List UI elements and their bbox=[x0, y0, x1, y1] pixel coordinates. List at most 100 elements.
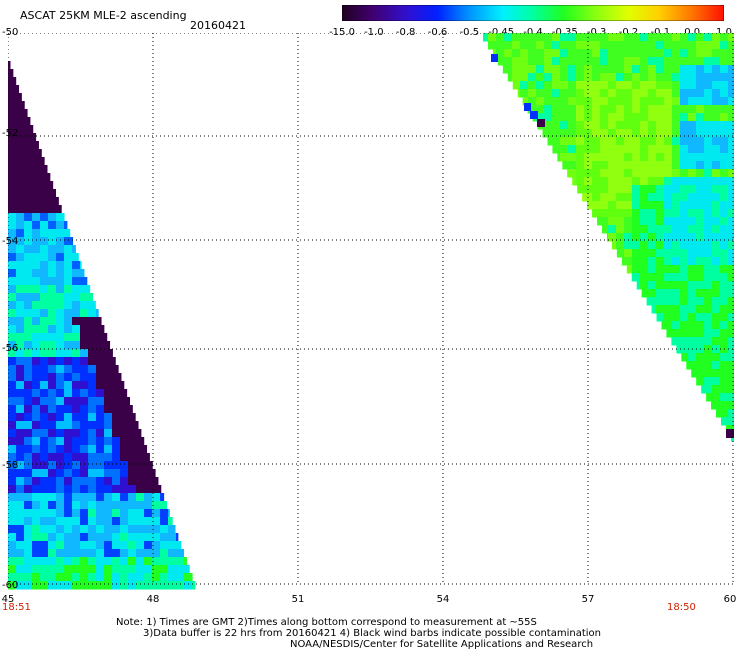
swath-cell bbox=[696, 313, 705, 322]
swath-cell bbox=[680, 153, 689, 162]
swath-cell bbox=[80, 525, 89, 534]
swath-cell bbox=[32, 581, 41, 590]
swath-cell bbox=[104, 413, 113, 422]
swath-cell bbox=[8, 525, 17, 534]
swath-cell bbox=[48, 317, 57, 326]
swath-cell bbox=[592, 177, 601, 186]
swath-cell bbox=[672, 81, 681, 90]
swath-cell bbox=[32, 381, 41, 390]
swath-cell bbox=[72, 325, 81, 334]
swath-cell bbox=[176, 565, 185, 574]
swath-cell bbox=[128, 525, 137, 534]
swath-cell bbox=[592, 129, 601, 138]
swath-cell bbox=[128, 509, 137, 518]
swath-cell bbox=[576, 177, 585, 186]
swath-cell bbox=[112, 517, 121, 526]
swath-cell bbox=[616, 161, 625, 170]
swath-cell bbox=[48, 197, 57, 206]
swath-cell bbox=[616, 49, 625, 58]
swath-cell bbox=[688, 169, 697, 178]
swath-cell bbox=[88, 413, 97, 422]
swath-cell bbox=[88, 373, 97, 382]
swath-cell bbox=[24, 333, 33, 342]
swath-cell bbox=[24, 165, 33, 174]
swath-cell bbox=[502, 65, 505, 74]
swath-cell bbox=[16, 421, 25, 430]
swath-cell bbox=[592, 145, 601, 154]
swath-cell bbox=[32, 573, 41, 582]
swath-cell bbox=[672, 121, 681, 130]
swath-cell bbox=[48, 405, 57, 414]
swath-cell bbox=[80, 421, 89, 430]
swath-cell bbox=[712, 369, 721, 378]
lat-label: -50 bbox=[2, 27, 19, 38]
swath-cell bbox=[528, 81, 537, 90]
swath-cell bbox=[88, 517, 97, 526]
swath-cell bbox=[711, 401, 713, 410]
swath-cell bbox=[24, 221, 33, 230]
swath-cell bbox=[664, 313, 673, 322]
swath-cell bbox=[600, 217, 609, 226]
swath-cell bbox=[656, 193, 665, 202]
swath-cell bbox=[544, 41, 553, 50]
swath-cell bbox=[672, 153, 681, 162]
swath-cell bbox=[536, 33, 545, 42]
swath-cell bbox=[688, 241, 697, 250]
swath-cell bbox=[568, 33, 577, 42]
swath-cell bbox=[608, 217, 617, 226]
swath-cell bbox=[597, 217, 601, 226]
swath-cell bbox=[80, 397, 89, 406]
swath-cell bbox=[136, 437, 145, 446]
swath-cell bbox=[672, 193, 681, 202]
swath-cell bbox=[720, 329, 729, 338]
swath-cell bbox=[128, 565, 137, 574]
swath-cell bbox=[32, 437, 41, 446]
swath-cell bbox=[681, 353, 689, 362]
swath-cell bbox=[136, 469, 145, 478]
swath-cell bbox=[24, 573, 33, 582]
swath-cell bbox=[80, 389, 89, 398]
swath-cell bbox=[72, 469, 81, 478]
swath-cell bbox=[712, 81, 721, 90]
swath-cell bbox=[104, 405, 113, 414]
swath-cell bbox=[56, 269, 65, 278]
swath-cell bbox=[536, 49, 545, 58]
swath-cell bbox=[64, 285, 73, 294]
swath-cell bbox=[24, 557, 33, 566]
swath-cell bbox=[720, 73, 729, 82]
swath-cell bbox=[104, 485, 113, 494]
swath-cell bbox=[32, 333, 41, 342]
swath-cell bbox=[152, 477, 159, 486]
swath-cell bbox=[88, 421, 97, 430]
swath-cell bbox=[144, 573, 153, 582]
swath-cell bbox=[648, 177, 657, 186]
swath-cell bbox=[32, 461, 41, 470]
swath-cell bbox=[664, 169, 673, 178]
swath-cell bbox=[728, 249, 734, 258]
swath-cell bbox=[560, 121, 569, 130]
swath-cell bbox=[88, 469, 97, 478]
swath-cell bbox=[96, 357, 105, 366]
swath-cell bbox=[624, 49, 633, 58]
swath-cell bbox=[112, 509, 121, 518]
swath-cell bbox=[48, 525, 57, 534]
swath-cell bbox=[40, 285, 49, 294]
swath-cell bbox=[576, 41, 585, 50]
swath-cell bbox=[688, 137, 697, 146]
swath-cell bbox=[616, 209, 625, 218]
swath-cell bbox=[648, 217, 657, 226]
swath-cell bbox=[120, 573, 129, 582]
swath-cell bbox=[48, 573, 57, 582]
swath-cell bbox=[80, 373, 89, 382]
swath-cell bbox=[40, 581, 49, 590]
swath-cell bbox=[672, 233, 681, 242]
swath-cell bbox=[56, 437, 65, 446]
swath-cell bbox=[56, 517, 65, 526]
swath-cell bbox=[720, 305, 729, 314]
swath-cell bbox=[648, 49, 657, 58]
swath-cell bbox=[40, 461, 49, 470]
swath-cell bbox=[568, 137, 577, 146]
swath-cell bbox=[672, 65, 681, 74]
swath-cell bbox=[136, 421, 139, 430]
swath-cell bbox=[112, 349, 113, 358]
